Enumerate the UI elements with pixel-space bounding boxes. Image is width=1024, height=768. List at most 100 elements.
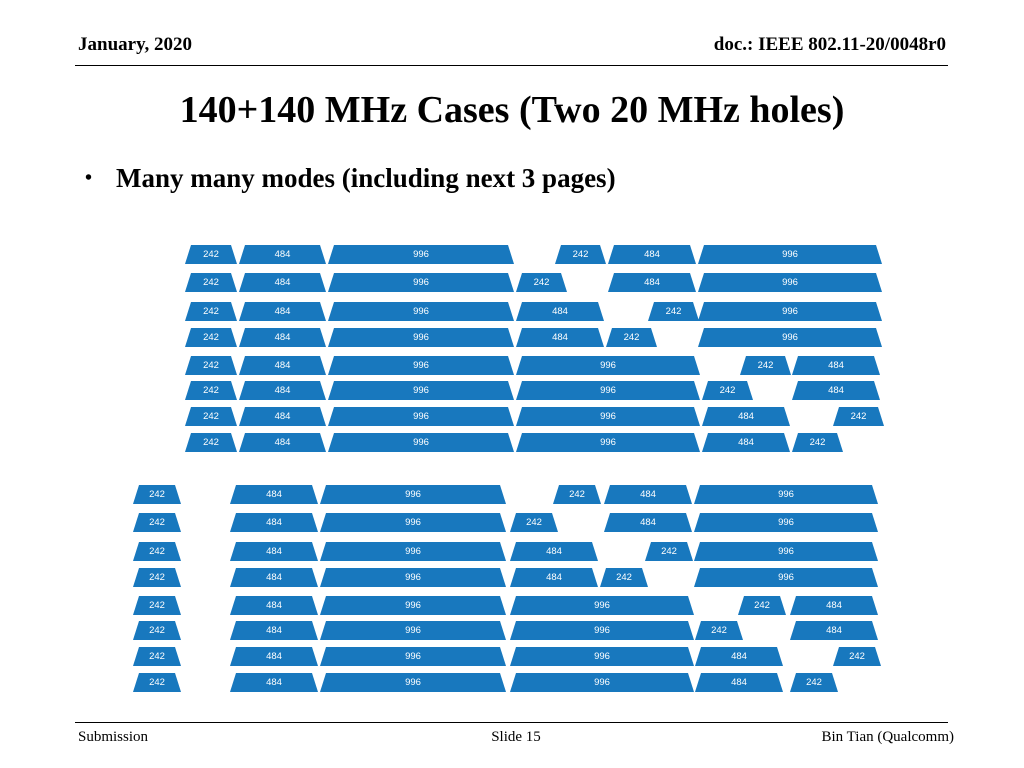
ru-segment-484: 484 <box>239 356 326 375</box>
ru-segment-242: 242 <box>133 542 181 561</box>
ru-segment-996: 996 <box>694 542 878 561</box>
ru-row: 242 484 996 996 242 484 <box>133 596 893 615</box>
ru-segment-484: 484 <box>510 568 598 587</box>
ru-segment-484: 484 <box>792 356 880 375</box>
bullet-item: • Many many modes (including next 3 page… <box>85 163 984 194</box>
ru-row: 242 484 996 242 484 996 <box>133 485 893 504</box>
ru-row: 242 484 996 484 242 996 <box>185 302 945 321</box>
ru-segment-484: 484 <box>792 381 880 400</box>
ru-row: 242 484 996 996 484 242 <box>133 647 893 666</box>
ru-segment-484: 484 <box>608 273 696 292</box>
ru-segment-996: 996 <box>320 513 506 532</box>
ru-segment-242: 242 <box>738 596 786 615</box>
ru-segment-996: 996 <box>510 673 694 692</box>
ru-segment-484: 484 <box>230 485 318 504</box>
ru-segment-484: 484 <box>702 433 790 452</box>
ru-segment-242: 242 <box>792 433 843 452</box>
ru-segment-484: 484 <box>604 513 692 532</box>
ru-segment-996: 996 <box>328 273 514 292</box>
ru-row: 242 484 996 996 242 484 <box>133 621 893 640</box>
ru-segment-996: 996 <box>516 433 700 452</box>
footer-submission: Submission <box>78 729 149 745</box>
ru-segment-242: 242 <box>185 433 237 452</box>
header-divider <box>75 65 948 66</box>
footer-divider <box>75 722 948 723</box>
ru-segment-242: 242 <box>702 381 753 400</box>
ru-segment-242: 242 <box>133 621 181 640</box>
ru-segment-996: 996 <box>328 433 514 452</box>
ru-segment-484: 484 <box>516 328 604 347</box>
ru-row: 242 484 996 996 484 242 <box>133 673 893 692</box>
ru-segment-996: 996 <box>320 568 506 587</box>
ru-segment-996: 996 <box>516 356 700 375</box>
ru-segment-484: 484 <box>230 647 318 666</box>
ru-segment-996: 996 <box>320 596 506 615</box>
ru-segment-996: 996 <box>516 407 700 426</box>
ru-segment-996: 996 <box>694 513 878 532</box>
ru-segment-996: 996 <box>320 673 506 692</box>
ru-segment-242: 242 <box>833 407 884 426</box>
ru-segment-484: 484 <box>510 542 598 561</box>
ru-segment-484: 484 <box>702 407 790 426</box>
ru-segment-484: 484 <box>230 513 318 532</box>
ru-segment-484: 484 <box>230 621 318 640</box>
ru-row: 242 484 996 996 242 484 <box>185 356 945 375</box>
ru-segment-996: 996 <box>328 328 514 347</box>
header-doc-number: doc.: IEEE 802.11-20/0048r0 <box>713 34 946 55</box>
ru-segment-996: 996 <box>698 302 882 321</box>
ru-segment-996: 996 <box>328 302 514 321</box>
ru-segment-242: 242 <box>185 381 237 400</box>
ru-segment-996: 996 <box>328 245 514 264</box>
ru-segment-242: 242 <box>645 542 693 561</box>
ru-segment-242: 242 <box>510 513 558 532</box>
ru-segment-996: 996 <box>698 273 882 292</box>
ru-row: 242 484 996 996 484 242 <box>185 407 945 426</box>
ru-segment-996: 996 <box>320 485 506 504</box>
ru-segment-242: 242 <box>606 328 657 347</box>
ru-segment-484: 484 <box>239 328 326 347</box>
slide-header: January, 2020 doc.: IEEE 802.11-20/0048r… <box>78 34 946 56</box>
ru-segment-484: 484 <box>230 568 318 587</box>
ru-segment-996: 996 <box>516 381 700 400</box>
ru-segment-484: 484 <box>230 596 318 615</box>
ru-segment-484: 484 <box>230 673 318 692</box>
ru-segment-242: 242 <box>516 273 567 292</box>
slide-title: 140+140 MHz Cases (Two 20 MHz holes) <box>179 89 845 131</box>
ru-segment-996: 996 <box>328 381 514 400</box>
ru-segment-996: 996 <box>510 647 694 666</box>
ru-segment-484: 484 <box>695 673 783 692</box>
ru-row: 242 484 996 242 484 996 <box>185 273 945 292</box>
ru-segment-484: 484 <box>604 485 692 504</box>
ru-segment-242: 242 <box>185 302 237 321</box>
ru-segment-996: 996 <box>510 596 694 615</box>
ru-segment-996: 996 <box>328 356 514 375</box>
footer-author: Bin Tian (Qualcomm) <box>821 729 954 745</box>
ru-segment-242: 242 <box>600 568 648 587</box>
ru-segment-242: 242 <box>133 568 181 587</box>
ru-segment-242: 242 <box>185 407 237 426</box>
ru-row: 242 484 996 242 484 996 <box>133 513 893 532</box>
ru-row: 242 484 996 484 242 996 <box>133 542 893 561</box>
ru-segment-484: 484 <box>608 245 696 264</box>
ru-segment-996: 996 <box>320 621 506 640</box>
ru-segment-484: 484 <box>230 542 318 561</box>
ru-segment-242: 242 <box>133 596 181 615</box>
ru-segment-242: 242 <box>648 302 699 321</box>
ru-segment-242: 242 <box>553 485 601 504</box>
ru-segment-484: 484 <box>239 433 326 452</box>
ru-segment-484: 484 <box>516 302 604 321</box>
ru-segment-242: 242 <box>185 245 237 264</box>
ru-segment-242: 242 <box>555 245 606 264</box>
ru-segment-484: 484 <box>790 596 878 615</box>
ru-segment-996: 996 <box>328 407 514 426</box>
ru-row: 242 484 996 996 484 242 <box>185 433 945 452</box>
ru-segment-242: 242 <box>833 647 881 666</box>
ru-segment-484: 484 <box>239 273 326 292</box>
ru-row: 242 484 996 242 484 996 <box>185 245 945 264</box>
ru-segment-484: 484 <box>239 381 326 400</box>
ru-segment-996: 996 <box>320 647 506 666</box>
ru-segment-996: 996 <box>510 621 694 640</box>
ru-segment-484: 484 <box>790 621 878 640</box>
